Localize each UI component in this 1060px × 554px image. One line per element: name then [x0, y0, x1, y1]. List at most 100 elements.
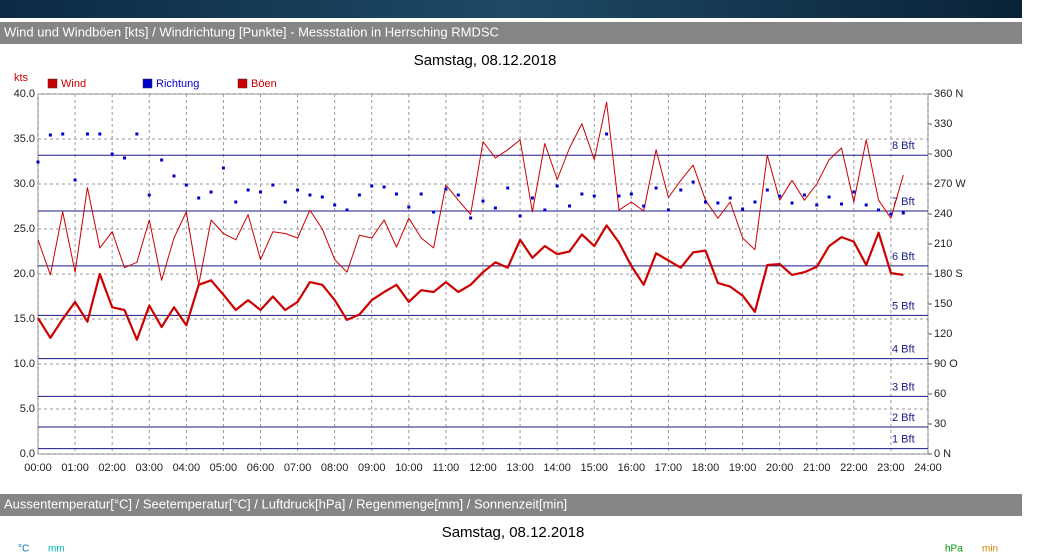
direction-point [370, 184, 374, 188]
direction-point [901, 211, 905, 215]
direction-point [73, 178, 77, 182]
direction-point [246, 188, 250, 192]
direction-point [852, 190, 856, 194]
x-tick-label: 12:00 [469, 462, 497, 474]
direction-point [221, 166, 225, 170]
direction-point [160, 158, 164, 162]
direction-point [259, 190, 262, 194]
x-tick-label: 09:00 [358, 462, 386, 474]
y-tick-label: 0.0 [20, 448, 35, 460]
x-tick-label: 13:00 [506, 462, 534, 474]
legend-label: Böen [251, 78, 277, 90]
beaufort-label: 3 Bft [892, 381, 915, 393]
direction-point [629, 192, 633, 196]
legend-swatch [47, 78, 58, 89]
direction-point [296, 188, 300, 192]
x-tick-label: 06:00 [247, 462, 275, 474]
direction-point [605, 132, 609, 136]
y-tick-label: 35.0 [14, 133, 35, 145]
x-tick-label: 15:00 [580, 462, 608, 474]
unit-label: °C [18, 544, 29, 554]
series-line [37, 101, 904, 286]
header-bar [0, 494, 1022, 516]
direction-point [444, 187, 448, 191]
direction-point [419, 192, 423, 196]
y2-tick-label: 300 [934, 148, 952, 160]
direction-point [85, 132, 89, 136]
direction-point [518, 214, 522, 218]
y-tick-label: 10.0 [14, 358, 35, 370]
header-bar [0, 22, 1022, 44]
direction-point [815, 203, 819, 207]
y-tick-label: 40.0 [14, 88, 35, 100]
direction-point [308, 193, 312, 197]
y-tick-label: 15.0 [14, 313, 35, 325]
banner-image [0, 0, 1022, 18]
y2-tick-label: 0 N [934, 448, 951, 460]
direction-point [123, 156, 127, 160]
y2-tick-label: 240 [934, 208, 952, 220]
direction-point [802, 193, 806, 197]
y2-tick-label: 60 [934, 388, 946, 400]
direction-point [530, 196, 534, 200]
legend-label: Richtung [156, 78, 199, 90]
y2-tick-label: 360 N [934, 88, 963, 100]
beaufort-label: 4 Bft [892, 344, 915, 356]
y2-tick-label: 150 [934, 298, 952, 310]
direction-point [407, 205, 411, 209]
direction-point [382, 185, 386, 189]
x-tick-label: 16:00 [618, 462, 646, 474]
direction-point [654, 186, 658, 190]
chart-title: Samstag, 08.12.2018 [414, 52, 557, 69]
direction-point [61, 132, 65, 136]
y-tick-label: 30.0 [14, 178, 35, 190]
x-tick-label: 21:00 [803, 462, 831, 474]
unit-label: mm [48, 544, 65, 554]
beaufort-label: 8 Bft [892, 140, 915, 152]
x-tick-label: 18:00 [692, 462, 720, 474]
direction-point [394, 192, 398, 196]
direction-point [36, 160, 40, 164]
direction-point [741, 207, 745, 211]
legend-label: Wind [61, 78, 86, 90]
x-tick-label: 04:00 [173, 462, 201, 474]
y2-tick-label: 180 S [934, 268, 963, 280]
direction-point [839, 202, 843, 206]
x-tick-label: 22:00 [840, 462, 868, 474]
direction-point [110, 152, 114, 156]
direction-point [666, 208, 670, 212]
unit-label: hPa [945, 544, 963, 554]
legend-swatch [237, 78, 248, 89]
x-tick-label: 23:00 [877, 462, 905, 474]
y2-tick-label: 120 [934, 328, 952, 340]
direction-point [209, 190, 213, 194]
direction-point [679, 188, 683, 192]
x-tick-label: 07:00 [284, 462, 312, 474]
beaufort-label: 2 Bft [892, 412, 915, 424]
direction-point [728, 196, 732, 200]
x-tick-label: 01:00 [61, 462, 89, 474]
y-unit: kts [14, 72, 29, 84]
direction-point [456, 193, 460, 197]
legend-swatch [142, 78, 153, 89]
direction-point [642, 204, 646, 208]
direction-point [481, 199, 485, 203]
x-tick-label: 02:00 [98, 462, 126, 474]
direction-point [98, 132, 102, 136]
x-tick-label: 08:00 [321, 462, 349, 474]
beaufort-label: 7 Bft [892, 196, 915, 208]
direction-point [493, 206, 497, 210]
direction-point [864, 203, 868, 207]
header: Wind und Windböen [kts] / Windrichtung [… [4, 24, 499, 39]
lower-header: Aussentemperatur[°C] / Seetemperatur[°C]… [4, 496, 567, 511]
x-tick-label: 24:00 [914, 462, 942, 474]
direction-point [753, 200, 757, 204]
direction-point [333, 203, 337, 207]
x-tick-label: 20:00 [766, 462, 794, 474]
x-tick-label: 00:00 [24, 462, 52, 474]
x-tick-label: 11:00 [433, 462, 460, 474]
direction-point [357, 193, 361, 197]
direction-point [135, 132, 139, 136]
direction-point [592, 194, 596, 198]
